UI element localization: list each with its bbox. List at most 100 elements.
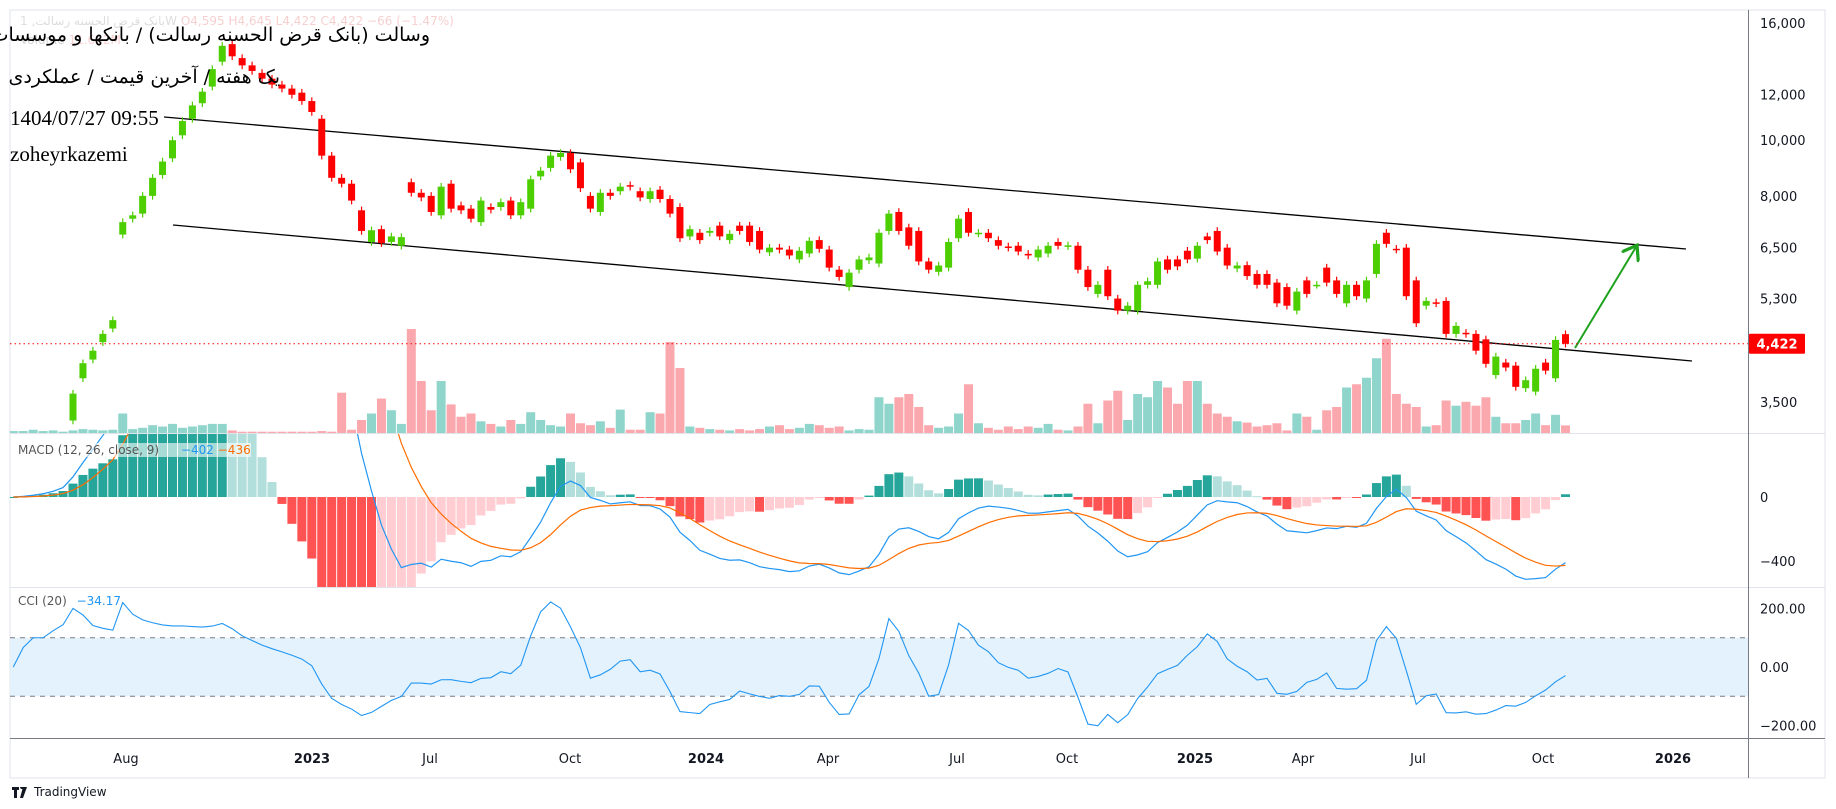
macd-histogram-bar [1491, 497, 1501, 520]
candle [785, 245, 793, 260]
volume-bar [367, 413, 376, 433]
candle [298, 88, 306, 105]
macd-histogram-bar [665, 497, 675, 507]
macd-histogram-bar [1093, 497, 1103, 511]
candle-body [1074, 245, 1082, 270]
macd-histogram-bar [755, 497, 765, 512]
candle [169, 136, 176, 163]
macd-histogram-bar [685, 497, 695, 520]
macd-histogram-bar [1302, 497, 1312, 507]
candle [716, 221, 724, 241]
drawings[interactable] [163, 116, 1693, 362]
candle [1263, 270, 1271, 289]
macd-legend-label: MACD (12, 26, close, 9) [18, 443, 160, 457]
candle [328, 151, 336, 182]
tradingview-logo[interactable]: TradingView [12, 785, 107, 799]
volume-bar [1332, 407, 1342, 433]
time-axis[interactable]: Aug 2023 Jul Oct 2024 Apr Jul Oct 2025 Apr Jul Oct 2… [113, 752, 1691, 767]
candle [885, 209, 893, 235]
candle [1273, 278, 1281, 308]
candle [1333, 276, 1341, 298]
candle-body [716, 225, 724, 237]
volume-bar [128, 429, 138, 433]
candle [447, 179, 455, 213]
macd-histogram-bar [645, 497, 655, 498]
candle-body [726, 233, 734, 241]
candle [318, 115, 326, 160]
volume-bar [486, 423, 496, 433]
macd-histogram-bar [327, 497, 337, 587]
volume-bar [1401, 403, 1411, 433]
volume-bar [1272, 423, 1282, 433]
macd-histogram-bar [1262, 497, 1272, 500]
macd-histogram-bar [1192, 479, 1202, 497]
volume-bar [1451, 405, 1461, 433]
candle-body [1004, 246, 1012, 249]
candle-body [119, 222, 127, 235]
price-axis[interactable]: 16,000 12,000 10,000 8,000 6,500 5,300 3,500 0 −… [1760, 17, 1816, 735]
macd-histogram-bar [705, 497, 715, 521]
volume-bar [1143, 397, 1153, 433]
candle-body [1462, 332, 1470, 335]
macd-tick-label: −400 [1760, 555, 1796, 570]
channel-upper-line[interactable] [163, 116, 1687, 250]
candle-body [567, 153, 574, 170]
volume-bar [854, 429, 864, 433]
candle-body [308, 101, 316, 112]
candle-body [348, 183, 356, 201]
cci-legend[interactable]: CCI (20) −34.17 [18, 594, 121, 608]
macd-histogram-bar [347, 497, 357, 587]
macd-histogram-bar [237, 434, 247, 497]
ohlc-open: O4,595 [180, 14, 225, 28]
macd-histogram-bar [98, 463, 108, 497]
volume-legend[interactable]: Volume 11.682M [20, 33, 121, 47]
candle [1074, 242, 1082, 274]
macd-histogram-bar [367, 497, 376, 587]
volume-bar [615, 409, 625, 433]
volume-bar [347, 429, 357, 433]
macd-histogram-bar [337, 497, 347, 587]
volume-bar [635, 429, 645, 433]
cci-pane [10, 601, 1748, 727]
macd-histogram-bar [386, 497, 396, 587]
macd-histogram-bar [277, 497, 287, 504]
macd-legend[interactable]: MACD (12, 26, close, 9) −402 −436 [18, 443, 251, 457]
candle-body [99, 333, 107, 343]
volume-bar [1292, 413, 1302, 433]
macd-histogram-bar [456, 497, 466, 529]
candle [1014, 242, 1022, 256]
volume-bar [556, 426, 566, 433]
macd-histogram-bar [207, 434, 217, 497]
candle [507, 196, 515, 220]
candle [358, 206, 366, 235]
macd-histogram-bar [1342, 497, 1352, 498]
candle [686, 225, 694, 241]
volume-bar [1322, 410, 1332, 433]
target-arrow[interactable] [1574, 247, 1636, 349]
time-tick-label: Jul [1409, 752, 1426, 767]
volume-bar [944, 426, 954, 433]
candle [467, 204, 475, 223]
candle-body [1323, 267, 1331, 283]
candle-body [696, 232, 704, 241]
candle-body [1372, 243, 1380, 274]
candle [1203, 232, 1211, 244]
volume-bar [934, 427, 944, 433]
volume-bar [406, 329, 416, 433]
time-tick-label: Jul [421, 752, 438, 767]
candle [646, 187, 654, 203]
candle-body [537, 170, 545, 177]
macd-histogram-bar [1362, 494, 1371, 497]
macd-histogram-bar [973, 478, 983, 497]
macd-histogram-bar [1312, 497, 1322, 503]
candle-body [368, 230, 375, 242]
volume-bar [1202, 403, 1212, 433]
candle-body [159, 161, 167, 175]
symbol-legend[interactable]: بانک قرض الحسنه رسالت, 1W O4,595 H4,645 … [20, 14, 454, 28]
macd-histogram-bar [1123, 497, 1133, 520]
channel-lower-line[interactable] [172, 224, 1693, 362]
macd-histogram-bar [1113, 497, 1123, 519]
candle-body [268, 78, 276, 85]
candle [397, 233, 405, 250]
